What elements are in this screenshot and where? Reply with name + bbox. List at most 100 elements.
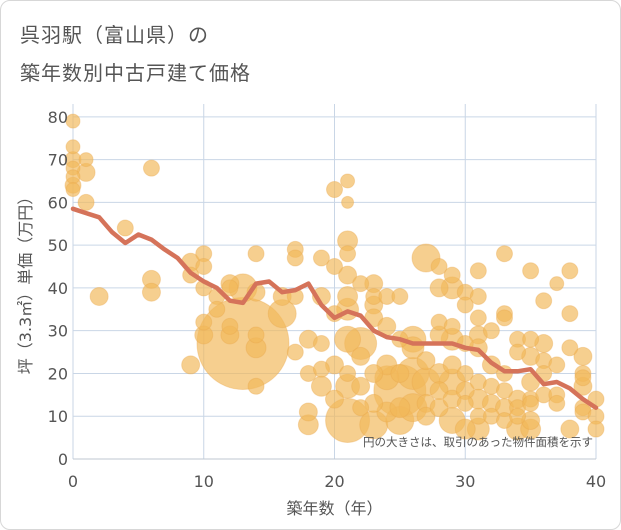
y-tick-labels: 0 10 20 30 40 50 60 70 80 bbox=[48, 108, 68, 469]
data-point bbox=[443, 317, 461, 335]
data-point bbox=[469, 287, 487, 305]
data-point bbox=[352, 399, 370, 417]
data-point bbox=[442, 355, 462, 375]
data-point bbox=[389, 397, 411, 419]
data-point bbox=[337, 285, 359, 307]
y-tick-label: 40 bbox=[48, 279, 68, 298]
x-tick-label: 40 bbox=[586, 472, 606, 491]
y-tick-label: 30 bbox=[48, 322, 68, 341]
data-point bbox=[561, 305, 579, 323]
data-point bbox=[443, 266, 461, 284]
data-point bbox=[312, 335, 330, 353]
data-point bbox=[195, 313, 213, 331]
data-point bbox=[548, 394, 566, 412]
data-point bbox=[495, 382, 513, 400]
x-tick-label: 30 bbox=[455, 472, 475, 491]
data-point bbox=[341, 195, 355, 209]
data-point bbox=[338, 265, 358, 285]
y-tick-label: 60 bbox=[48, 193, 68, 212]
data-point bbox=[221, 279, 239, 297]
data-point bbox=[340, 173, 356, 189]
data-point bbox=[429, 398, 449, 418]
data-point bbox=[482, 322, 500, 340]
data-point bbox=[587, 420, 605, 438]
data-point bbox=[495, 245, 513, 263]
data-point bbox=[561, 339, 579, 357]
y-axis-label: 坪（3.3㎡）単価（万円） bbox=[16, 189, 35, 374]
data-point bbox=[78, 152, 94, 168]
data-point bbox=[416, 406, 436, 426]
data-point bbox=[495, 309, 513, 327]
y-tick-label: 20 bbox=[48, 364, 68, 383]
data-point bbox=[430, 258, 448, 276]
data-point bbox=[574, 369, 592, 387]
chart-title-line1: 呉羽駅（富山県）の bbox=[20, 23, 209, 47]
data-point bbox=[522, 330, 540, 348]
data-point bbox=[247, 326, 265, 344]
data-point bbox=[312, 360, 330, 378]
data-point bbox=[522, 262, 540, 280]
data-point bbox=[535, 292, 553, 310]
chart-title-line2: 築年数別中古戸建て価格 bbox=[20, 61, 251, 85]
data-point bbox=[391, 287, 409, 305]
data-point bbox=[65, 182, 81, 198]
data-point bbox=[77, 193, 95, 211]
data-point bbox=[352, 275, 370, 293]
data-point bbox=[142, 159, 160, 177]
data-point bbox=[429, 278, 449, 298]
y-tick-label: 50 bbox=[48, 236, 68, 255]
data-point bbox=[208, 300, 226, 318]
trend-layer bbox=[70, 206, 599, 410]
data-point bbox=[326, 258, 343, 276]
data-point bbox=[325, 389, 344, 409]
data-point bbox=[364, 363, 384, 383]
data-point bbox=[560, 419, 580, 439]
data-point bbox=[549, 276, 565, 292]
y-tick-label: 10 bbox=[48, 407, 68, 426]
data-point bbox=[548, 356, 566, 374]
data-point bbox=[469, 262, 487, 280]
data-point bbox=[561, 262, 579, 280]
x-tick-labels: 0 10 20 30 40 bbox=[68, 472, 606, 491]
x-tick-label: 10 bbox=[194, 472, 214, 491]
data-point bbox=[334, 325, 362, 353]
data-point bbox=[312, 249, 330, 267]
data-point bbox=[141, 282, 161, 302]
data-point bbox=[339, 364, 357, 382]
data-point bbox=[286, 249, 304, 267]
data-point bbox=[351, 376, 371, 396]
data-point bbox=[116, 219, 134, 237]
data-point bbox=[247, 245, 265, 263]
data-point bbox=[195, 258, 213, 276]
data-point bbox=[65, 113, 81, 129]
data-point bbox=[65, 139, 81, 155]
data-point bbox=[456, 296, 474, 314]
data-point bbox=[181, 355, 201, 375]
data-point bbox=[469, 309, 487, 327]
data-point bbox=[351, 346, 371, 366]
data-point bbox=[89, 286, 109, 306]
data-point bbox=[390, 363, 410, 383]
data-point bbox=[456, 394, 474, 412]
data-point bbox=[509, 343, 527, 361]
data-point bbox=[298, 402, 318, 422]
x-tick-label: 0 bbox=[68, 472, 78, 491]
data-point bbox=[509, 407, 527, 425]
y-tick-label: 0 bbox=[58, 450, 68, 469]
data-point bbox=[247, 377, 265, 395]
y-tick-label: 80 bbox=[48, 108, 68, 127]
data-point bbox=[339, 245, 357, 263]
data-point bbox=[573, 346, 593, 366]
data-point bbox=[221, 317, 239, 335]
data-point bbox=[416, 351, 436, 371]
y-tick-label: 70 bbox=[48, 151, 68, 170]
x-axis-label: 築年数（年） bbox=[286, 499, 382, 518]
size-note: 円の大きさは、取引のあった物件面積を示す bbox=[363, 435, 593, 449]
x-tick-label: 20 bbox=[324, 472, 344, 491]
bubble-layer bbox=[64, 113, 605, 444]
data-point bbox=[456, 364, 474, 382]
data-point bbox=[286, 343, 304, 361]
data-point bbox=[65, 169, 81, 185]
data-point bbox=[454, 418, 476, 440]
